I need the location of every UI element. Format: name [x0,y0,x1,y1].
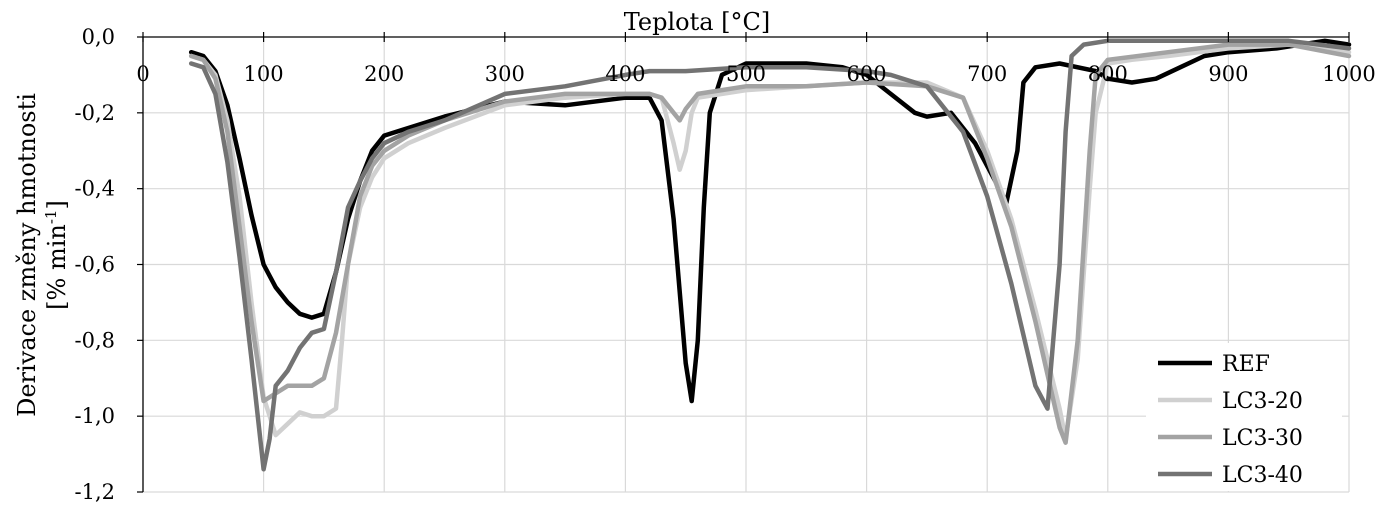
x-tick-label: 800 [1088,62,1128,86]
legend-label: LC3-20 [1222,389,1303,414]
y-tick-label: 0,0 [82,25,115,49]
series-line-lc3-40 [188,38,1352,472]
y-tick-label: -0,4 [75,177,116,201]
x-tick-label: 600 [847,62,887,86]
legend-label: LC3-40 [1222,463,1303,488]
x-tick-label: 300 [485,62,525,86]
y-tick-label: -0,6 [75,253,116,277]
y-axis-title-unit-suffix: ] [43,200,71,209]
legend-label: REF [1222,352,1270,377]
y-axis-title-line1: Derivace změny hmotnosti [13,93,41,417]
x-tick-label: 100 [244,62,284,86]
y-tick-label: -0,8 [75,328,116,352]
x-tick-label: 900 [1208,62,1248,86]
y-tick-label: -1,0 [75,404,116,428]
y-tick-label: -0,2 [75,101,116,125]
legend-label: LC3-30 [1222,426,1303,451]
series-line-ref [188,38,1352,404]
y-axis-title-unit-prefix: [% min [43,224,71,310]
series-lines [188,38,1352,472]
x-tick-label: 700 [967,62,1007,86]
series-line-lc3-30 [188,42,1352,445]
x-tick-label: 1000 [1322,62,1375,86]
y-axis-title: Derivace změny hmotnosti [% min-1] [13,93,71,417]
legend-background [1146,343,1342,491]
x-tick-label: 500 [726,62,766,86]
x-tick-label: 400 [605,62,645,86]
x-tick-label: 200 [364,62,404,86]
y-axis-title-line2: [% min-1] [42,200,71,310]
x-tick-label: 0 [136,62,149,86]
y-axis-title-unit-superscript: -1 [42,210,60,225]
x-axis-title: Teplota [°C] [624,8,771,36]
legend: REF LC3-20 LC3-30 LC3-40 [1146,343,1342,491]
axes: 0 100 200 300 400 500 600 700 800 900 1000 0,0 -0,2 -… [75,25,1376,504]
y-tick-label: -1,2 [75,480,116,504]
